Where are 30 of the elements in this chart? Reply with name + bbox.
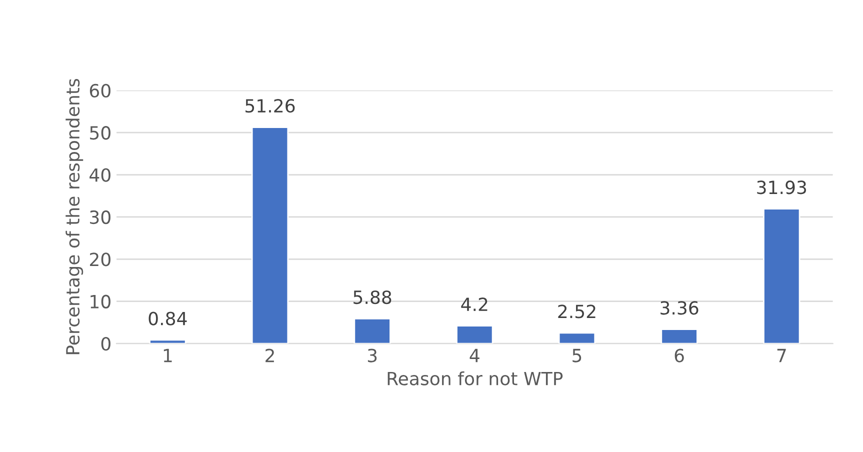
data-label: 4.2 (461, 298, 488, 311)
data-label: 2.52 (558, 304, 596, 318)
y-tick-label: 0 (101, 336, 110, 351)
bar (558, 332, 596, 344)
x-axis-title: Reason for not WTP (388, 371, 563, 386)
y-tick-label: 40 (90, 168, 110, 182)
data-label: 51.26 (246, 99, 295, 113)
data-label: 3.36 (660, 301, 698, 315)
y-tick-label: 60 (90, 84, 110, 98)
bar (456, 325, 494, 344)
x-tick-label: 3 (368, 348, 377, 362)
x-tick-label: 1 (164, 348, 172, 362)
y-tick-label: 10 (90, 294, 110, 308)
y-tick-label: 50 (90, 126, 110, 140)
bar (660, 328, 698, 344)
y-tick-label: 30 (90, 210, 110, 224)
bar (149, 339, 186, 344)
x-tick-label: 2 (266, 348, 274, 362)
bar (354, 318, 391, 344)
bar (251, 126, 289, 344)
data-label: 0.84 (148, 312, 187, 326)
data-label: 31.93 (757, 180, 806, 194)
y-tick-label: 20 (90, 252, 110, 266)
x-tick-label: 4 (470, 348, 480, 362)
x-tick-label: 7 (777, 348, 786, 362)
x-tick-label: 5 (572, 348, 582, 362)
y-axis-title: Percentage of the respondents (66, 78, 84, 354)
x-tick-label: 6 (674, 348, 684, 362)
data-label: 5.88 (354, 290, 392, 304)
bar (763, 208, 800, 344)
